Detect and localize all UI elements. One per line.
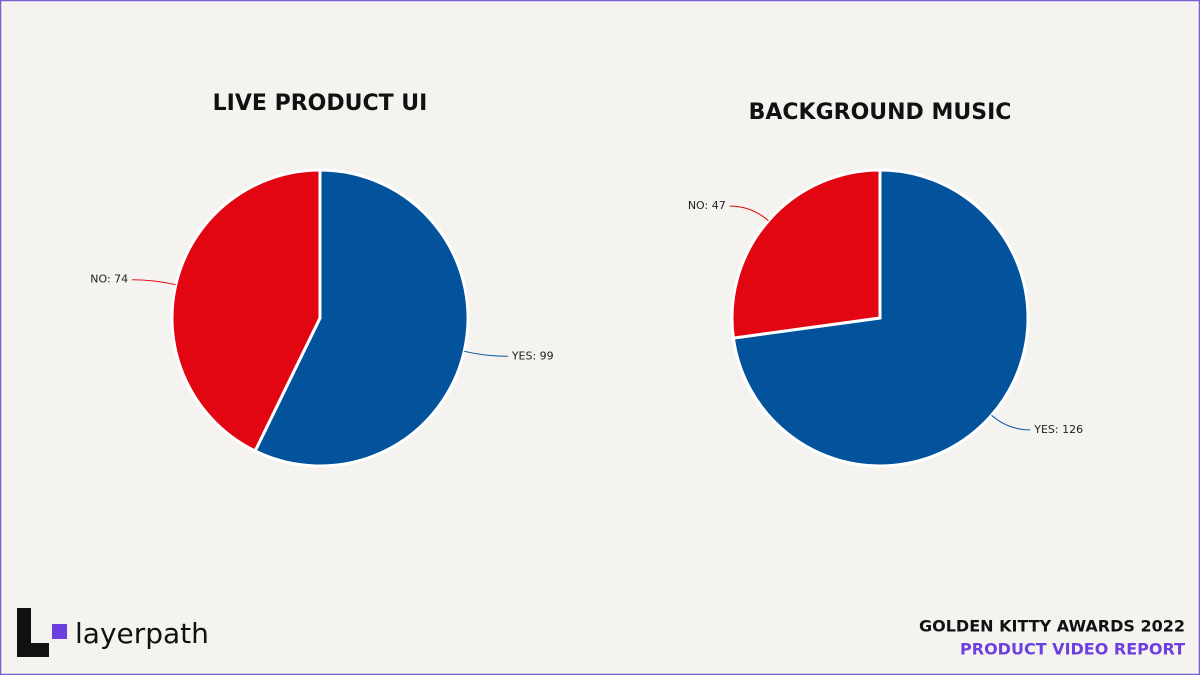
logo-square: [52, 624, 67, 639]
data-label: NO: 47: [688, 199, 726, 212]
logo-mark: [17, 608, 49, 657]
data-label: YES: 126: [1033, 423, 1083, 436]
data-label: NO: 74: [90, 273, 128, 286]
chart-title: LIVE PRODUCT UI: [213, 91, 428, 116]
leader-line: [991, 414, 1031, 431]
chart-title: BACKGROUND MUSIC: [749, 100, 1012, 125]
logo: layerpath: [17, 608, 209, 657]
brand: layerpath: [75, 617, 209, 650]
leader-line: [132, 279, 176, 286]
leader-line: [464, 350, 508, 357]
pie-slice: [170, 168, 322, 454]
pie-slice: [253, 168, 470, 468]
leader-line: [729, 205, 769, 222]
data-label: YES: 99: [511, 349, 554, 362]
pie-slice: [730, 168, 882, 340]
report: PRODUCT VIDEO REPORT: [960, 640, 1185, 659]
event: GOLDEN KITTY AWARDS 2022: [919, 617, 1185, 636]
